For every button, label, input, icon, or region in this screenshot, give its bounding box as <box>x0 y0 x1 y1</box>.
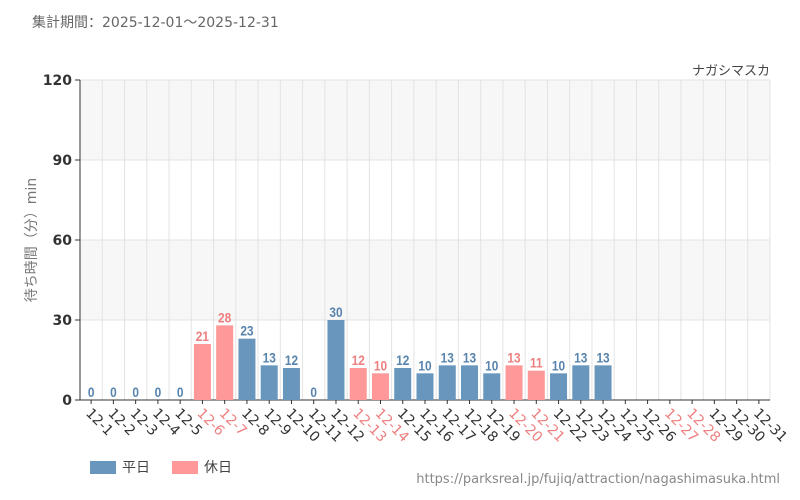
bar-12-17 <box>438 365 456 400</box>
bar-value-label-12-6: 21 <box>196 328 209 344</box>
bar-12-23 <box>572 365 590 400</box>
legend-swatch-holiday <box>172 460 198 474</box>
bar-value-label-12-1: 0 <box>88 384 95 400</box>
y-tick-label: 0 <box>62 393 72 409</box>
source-url: https://parksreal.jp/fujiq/attraction/na… <box>416 472 780 487</box>
bar-12-13 <box>349 368 367 400</box>
bar-value-label-12-14: 10 <box>374 357 387 373</box>
bar-12-6 <box>193 344 211 400</box>
y-tick-label: 120 <box>43 73 72 89</box>
bar-value-label-12-9: 13 <box>263 349 276 365</box>
bar-12-10 <box>282 368 300 400</box>
bar-value-label-12-8: 23 <box>240 323 253 339</box>
legend-swatch-weekday <box>90 460 116 474</box>
bar-12-20 <box>505 365 523 400</box>
bar-12-8 <box>238 338 256 400</box>
bar-12-7 <box>216 325 234 400</box>
bar-value-label-12-20: 13 <box>507 349 520 365</box>
plot-band <box>80 80 770 160</box>
bar-12-16 <box>416 373 434 400</box>
y-tick-label: 30 <box>53 313 73 329</box>
plot-band <box>80 240 770 320</box>
bar-value-label-12-10: 12 <box>285 352 298 368</box>
legend-item-weekday: 平日 <box>90 457 150 477</box>
legend: 平日 休日 <box>90 457 232 477</box>
y-tick-label: 90 <box>53 153 73 169</box>
bar-12-12 <box>327 320 345 400</box>
y-tick-label: 60 <box>53 233 73 249</box>
bar-12-14 <box>371 373 389 400</box>
bar-value-label-12-7: 28 <box>218 309 231 325</box>
period-label: 集計期間：2025-12-01〜2025-12-31 <box>32 15 279 31</box>
bar-value-label-12-5: 0 <box>177 384 184 400</box>
bar-value-label-12-18: 13 <box>463 349 476 365</box>
attraction-name: ナガシマスカ <box>691 64 770 79</box>
bar-value-label-12-22: 10 <box>552 357 565 373</box>
bar-value-label-12-11: 0 <box>310 384 317 400</box>
bar-value-label-12-2: 0 <box>110 384 117 400</box>
bar-value-label-12-16: 10 <box>418 357 431 373</box>
bar-12-18 <box>461 365 479 400</box>
bar-value-label-12-4: 0 <box>155 384 162 400</box>
legend-label-weekday: 平日 <box>122 460 150 476</box>
bar-value-label-12-13: 12 <box>352 352 365 368</box>
legend-label-holiday: 休日 <box>204 460 232 476</box>
bar-12-24 <box>594 365 612 400</box>
bar-value-label-12-12: 30 <box>329 304 342 320</box>
bar-12-21 <box>527 370 545 400</box>
bar-12-15 <box>394 368 412 400</box>
bar-12-19 <box>483 373 501 400</box>
bar-value-label-12-15: 12 <box>396 352 409 368</box>
bar-12-9 <box>260 365 278 400</box>
bar-value-label-12-17: 13 <box>441 349 454 365</box>
legend-item-holiday: 休日 <box>172 457 232 477</box>
bar-value-label-12-23: 13 <box>574 349 587 365</box>
bar-value-label-12-3: 0 <box>132 384 139 400</box>
bar-value-label-12-19: 10 <box>485 357 498 373</box>
y-axis-title: 待ち時間（分）min <box>24 178 40 302</box>
bar-value-label-12-21: 11 <box>530 355 543 371</box>
bar-value-label-12-24: 13 <box>596 349 609 365</box>
bar-12-22 <box>550 373 568 400</box>
